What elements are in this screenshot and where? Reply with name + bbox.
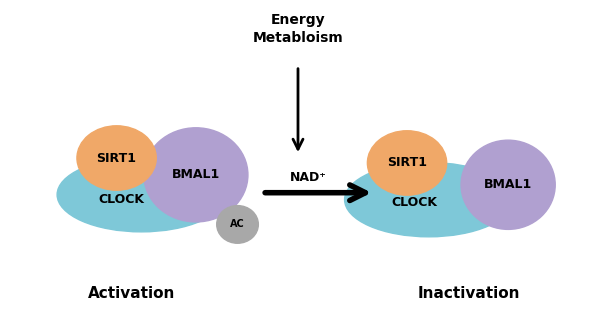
- Text: CLOCK: CLOCK: [99, 193, 145, 206]
- Text: AC: AC: [230, 219, 245, 229]
- Ellipse shape: [77, 126, 156, 190]
- Text: BMAL1: BMAL1: [484, 178, 533, 191]
- Text: Inactivation: Inactivation: [417, 286, 520, 301]
- Text: CLOCK: CLOCK: [391, 196, 437, 209]
- Text: Energy
Metabloism: Energy Metabloism: [253, 13, 343, 45]
- Ellipse shape: [144, 128, 248, 222]
- Ellipse shape: [367, 131, 447, 195]
- Text: SIRT1: SIRT1: [387, 156, 427, 169]
- Ellipse shape: [57, 157, 226, 232]
- Text: SIRT1: SIRT1: [96, 151, 137, 164]
- Ellipse shape: [461, 140, 555, 229]
- Text: Activation: Activation: [88, 286, 175, 301]
- Text: BMAL1: BMAL1: [172, 168, 220, 181]
- Ellipse shape: [345, 162, 513, 237]
- Ellipse shape: [217, 206, 258, 243]
- Text: NAD⁺: NAD⁺: [290, 171, 326, 184]
